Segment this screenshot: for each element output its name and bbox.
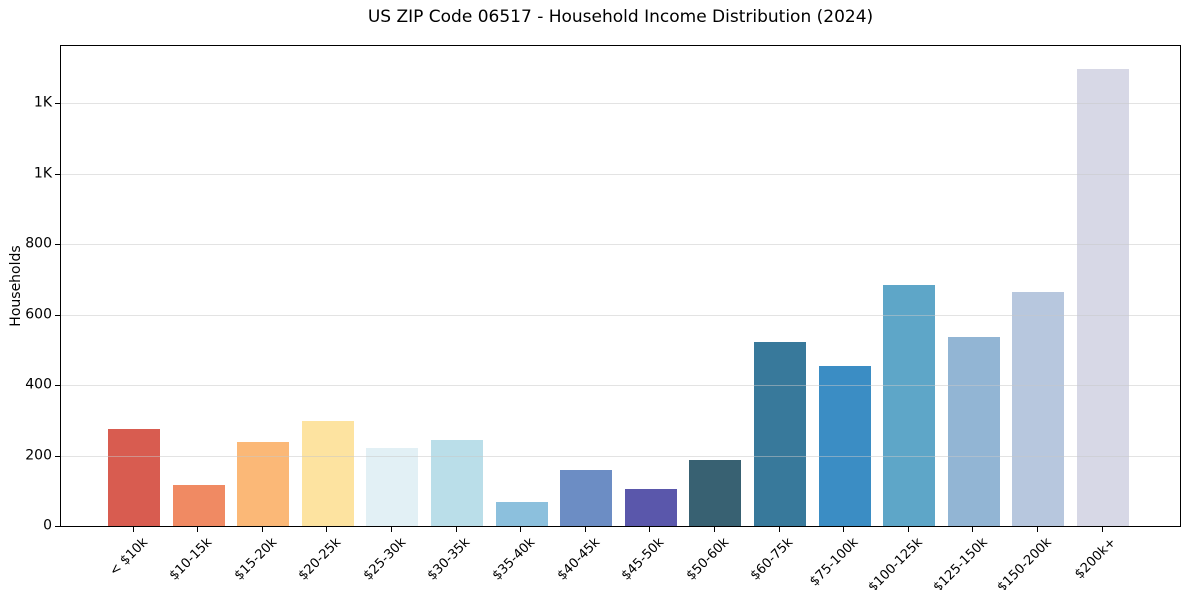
- y-tick-mark: [55, 314, 60, 316]
- bar: [172, 484, 225, 526]
- x-tick-label: $20-25k: [295, 535, 345, 584]
- x-tick-mark: [261, 527, 263, 532]
- x-tick-label: < $10k: [106, 535, 151, 580]
- y-tick-label: 200: [25, 447, 52, 464]
- x-tick-mark: [520, 527, 522, 532]
- bar: [689, 460, 742, 526]
- y-tick-label: 400: [25, 376, 52, 393]
- y-tick-mark: [55, 244, 60, 246]
- bar: [818, 365, 871, 526]
- bar: [624, 489, 677, 526]
- x-tick-label: $100-125k: [865, 535, 926, 590]
- x-tick-mark: [197, 527, 199, 532]
- y-tick-label: 1K: [33, 94, 52, 111]
- x-tick-mark: [1036, 527, 1039, 532]
- y-tick-mark: [55, 385, 60, 387]
- y-tick-label: 0: [43, 517, 52, 534]
- x-tick-mark: [778, 527, 780, 532]
- x-tick-mark: [843, 527, 845, 532]
- bar: [560, 470, 613, 526]
- bar: [1012, 292, 1065, 526]
- x-tick-mark: [132, 527, 134, 532]
- bar: [947, 337, 1000, 526]
- x-tick-mark: [972, 527, 974, 532]
- y-tick-label: 600: [25, 306, 52, 323]
- y-tick-mark: [55, 103, 60, 105]
- bar: [883, 284, 936, 526]
- bar: [366, 448, 419, 526]
- gridline: [61, 173, 1180, 175]
- x-tick-label: $150-200k: [994, 535, 1056, 590]
- bar: [301, 421, 354, 526]
- x-tick-mark: [1101, 527, 1103, 532]
- x-tick-label: $30-35k: [425, 535, 474, 584]
- x-tick-mark: [713, 527, 716, 532]
- x-tick-mark: [390, 527, 393, 532]
- chart-title: US ZIP Code 06517 - Household Income Dis…: [367, 7, 874, 27]
- x-tick-label: $10-15k: [166, 535, 216, 584]
- bar: [431, 440, 483, 526]
- y-tick-mark: [55, 455, 60, 457]
- gridline: [61, 244, 1180, 246]
- x-tick-label: $15-20k: [231, 535, 280, 584]
- bar: [495, 502, 548, 526]
- x-tick-label: $50-60k: [683, 535, 733, 584]
- bar: [1077, 68, 1129, 526]
- x-tick-mark: [455, 527, 457, 532]
- x-tick-label: $40-45k: [554, 535, 603, 584]
- x-tick-label: $125-150k: [930, 535, 991, 590]
- y-tick-mark: [55, 526, 60, 528]
- x-tick-mark: [326, 527, 328, 532]
- x-tick-label: $60-75k: [748, 535, 797, 584]
- bar: [108, 429, 160, 526]
- plot-area: [60, 45, 1181, 527]
- x-tick-label: $25-30k: [360, 535, 410, 584]
- y-tick-label: 800: [25, 235, 52, 252]
- gridline: [61, 103, 1180, 105]
- x-tick-label: $35-40k: [489, 535, 539, 584]
- x-tick-label: $45-50k: [618, 535, 668, 584]
- x-tick-label: $200k+: [1072, 535, 1120, 583]
- y-tick-mark: [55, 173, 60, 175]
- bar: [754, 341, 806, 526]
- y-tick-label: 1K: [33, 165, 52, 182]
- x-tick-label: $75-100k: [806, 535, 862, 590]
- x-tick-mark: [907, 527, 909, 532]
- x-tick-mark: [649, 527, 651, 532]
- x-tick-mark: [584, 527, 586, 532]
- bar: [237, 442, 290, 526]
